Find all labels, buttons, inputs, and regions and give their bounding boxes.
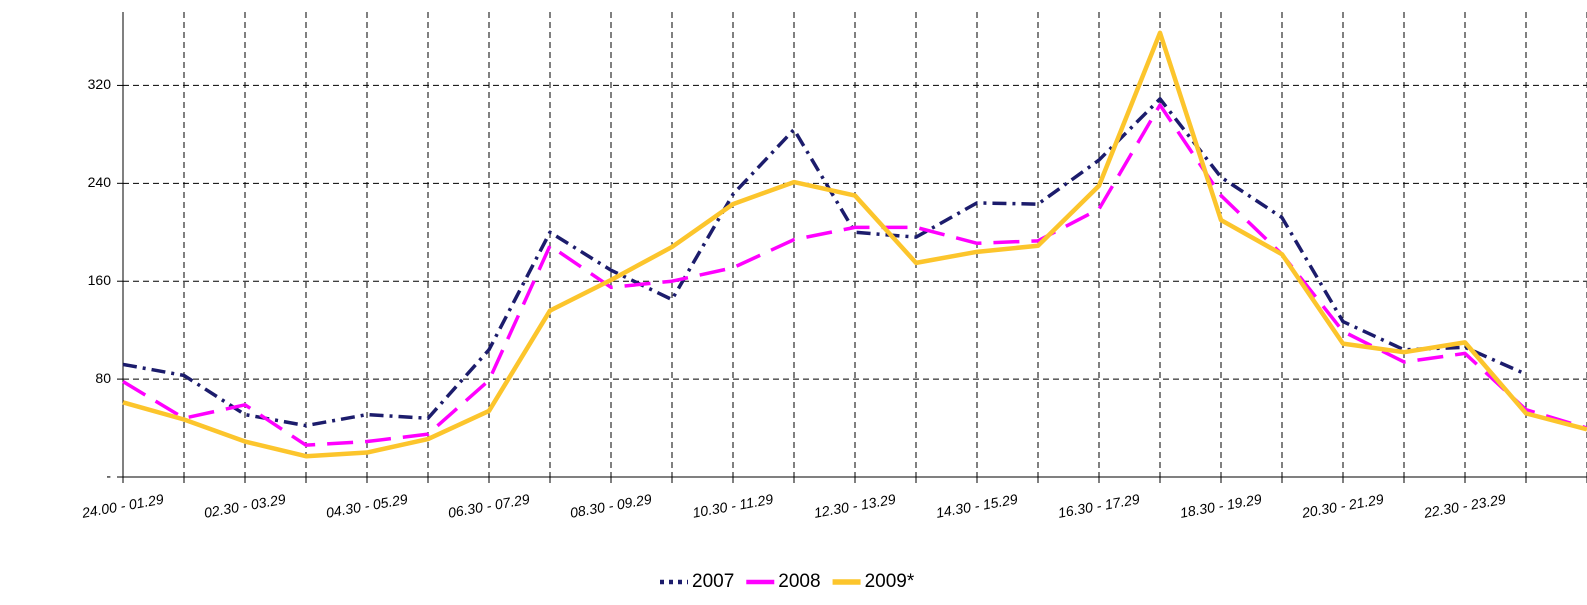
legend-label: 2009*: [865, 571, 915, 592]
legend-label: 2007: [692, 571, 734, 592]
series-line: [122, 30, 1587, 459]
y-tick-label: 160: [88, 272, 112, 288]
x-tick-label: 16.30 - 17.29: [1057, 491, 1141, 521]
x-tick-label: 14.30 - 15.29: [935, 491, 1019, 521]
x-tick-label: 08.30 - 09.29: [569, 491, 653, 521]
x-tick-label: 10.30 - 11.29: [691, 491, 774, 521]
x-tick-label: 18.30 - 19.29: [1179, 491, 1263, 521]
x-tick-label: 22.30 - 23.29: [1422, 491, 1507, 521]
x-tick-label: 04.30 - 05.29: [325, 491, 409, 521]
y-tick-label: 320: [88, 76, 112, 92]
x-tick-label: 06.30 - 07.29: [447, 491, 531, 521]
series-line: [122, 103, 1587, 447]
x-tick-label: 24.00 - 01.29: [80, 491, 165, 521]
x-tick-label: 20.30 - 21.29: [1300, 491, 1385, 521]
x-tick-label: 02.30 - 03.29: [203, 491, 287, 521]
y-tick-label: 80: [95, 370, 111, 386]
legend-label: 2008: [778, 571, 820, 592]
y-tick-label: 240: [88, 174, 112, 190]
series-line: [122, 97, 1527, 428]
x-tick-label: 12.30 - 13.29: [813, 491, 897, 521]
y-tick-label: -: [106, 468, 111, 484]
